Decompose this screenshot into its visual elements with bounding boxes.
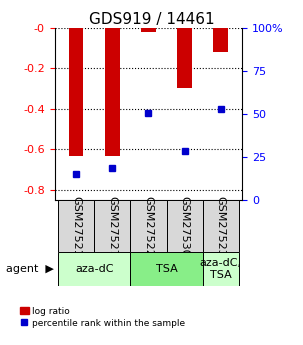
Text: GSM27522: GSM27522 (143, 196, 154, 256)
Text: GSM27521: GSM27521 (71, 196, 81, 256)
Bar (214, 28, 228, 52)
Text: aza-dC,
TSA: aza-dC, TSA (200, 258, 242, 280)
Legend: log ratio, percentile rank within the sample: log ratio, percentile rank within the sa… (20, 307, 185, 328)
FancyBboxPatch shape (203, 200, 239, 252)
FancyBboxPatch shape (94, 200, 130, 252)
FancyBboxPatch shape (130, 252, 203, 286)
Bar (141, 28, 156, 32)
Bar (177, 28, 192, 88)
FancyBboxPatch shape (58, 200, 94, 252)
FancyBboxPatch shape (203, 252, 239, 286)
FancyBboxPatch shape (167, 200, 203, 252)
Text: GDS919 / 14461: GDS919 / 14461 (89, 12, 214, 27)
Text: aza-dC: aza-dC (75, 264, 114, 274)
FancyBboxPatch shape (58, 252, 130, 286)
Bar (69, 28, 83, 157)
Text: TSA: TSA (156, 264, 178, 274)
Text: GSM27530: GSM27530 (180, 196, 190, 256)
Bar (105, 28, 120, 157)
FancyBboxPatch shape (130, 200, 167, 252)
Text: GSM27523: GSM27523 (216, 196, 226, 256)
Text: GSM27527: GSM27527 (107, 196, 117, 256)
Text: agent  ▶: agent ▶ (6, 264, 54, 274)
